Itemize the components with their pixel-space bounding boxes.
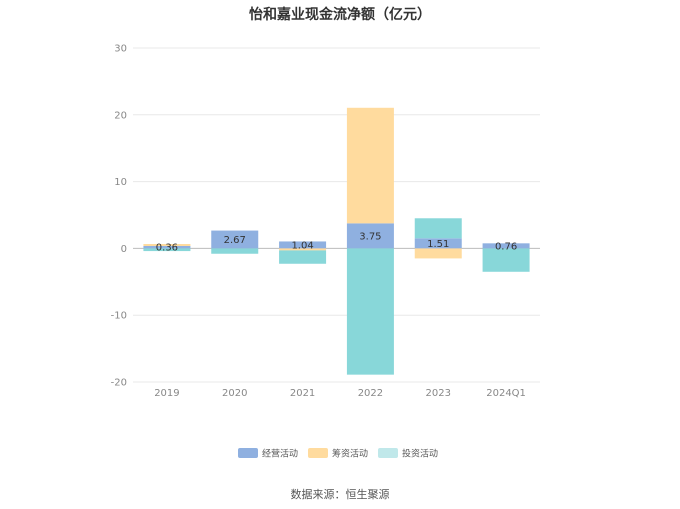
legend-label: 经营活动: [262, 448, 298, 460]
data-label: 1.04: [291, 240, 313, 251]
bar-经营活动: [414, 238, 462, 249]
legend-label: 投资活动: [402, 448, 438, 460]
bar-筹资活动: [414, 248, 462, 259]
data-label: 3.75: [359, 231, 381, 242]
bar-筹资活动: [279, 248, 327, 251]
x-tick-label: 2020: [222, 388, 247, 399]
data-label: 1.51: [427, 239, 449, 250]
x-tick-label: 2022: [358, 388, 383, 399]
bar-投资活动: [414, 218, 462, 239]
bar-投资活动: [482, 248, 530, 272]
legend-swatch: [308, 448, 328, 458]
bar-投资活动: [279, 250, 327, 264]
y-tick-label: 0: [121, 244, 127, 255]
data-label: 0.36: [156, 243, 178, 254]
chart-title: 怡和嘉业现金流净额（亿元）: [249, 7, 431, 23]
data-label: 0.76: [495, 241, 517, 252]
y-tick-label: 30: [114, 44, 127, 55]
bar-投资活动: [143, 248, 191, 252]
x-tick-label: 2024Q1: [486, 388, 526, 399]
data-source: 数据来源：恒生聚源: [290, 488, 390, 501]
x-tick-label: 2021: [290, 388, 315, 399]
data-label: 2.67: [224, 235, 246, 246]
y-tick-label: 20: [114, 110, 127, 121]
y-tick-label: 10: [114, 177, 127, 188]
legend-swatch: [238, 448, 258, 458]
bar-经营活动: [482, 243, 530, 249]
bar-筹资活动: [143, 243, 191, 246]
y-tick-label: -20: [111, 378, 127, 389]
legend-swatch: [378, 448, 398, 458]
bar-投资活动: [346, 248, 394, 375]
bar-经营活动: [279, 241, 327, 249]
bar-筹资活动: [346, 107, 394, 224]
y-tick-label: -10: [111, 311, 127, 322]
x-tick-label: 2019: [154, 388, 179, 399]
bar-经营活动: [143, 245, 191, 249]
legend-label: 筹资活动: [332, 448, 368, 460]
bar-经营活动: [346, 223, 394, 249]
x-tick-label: 2023: [426, 388, 451, 399]
bar-投资活动: [211, 248, 259, 254]
bar-经营活动: [211, 230, 259, 249]
